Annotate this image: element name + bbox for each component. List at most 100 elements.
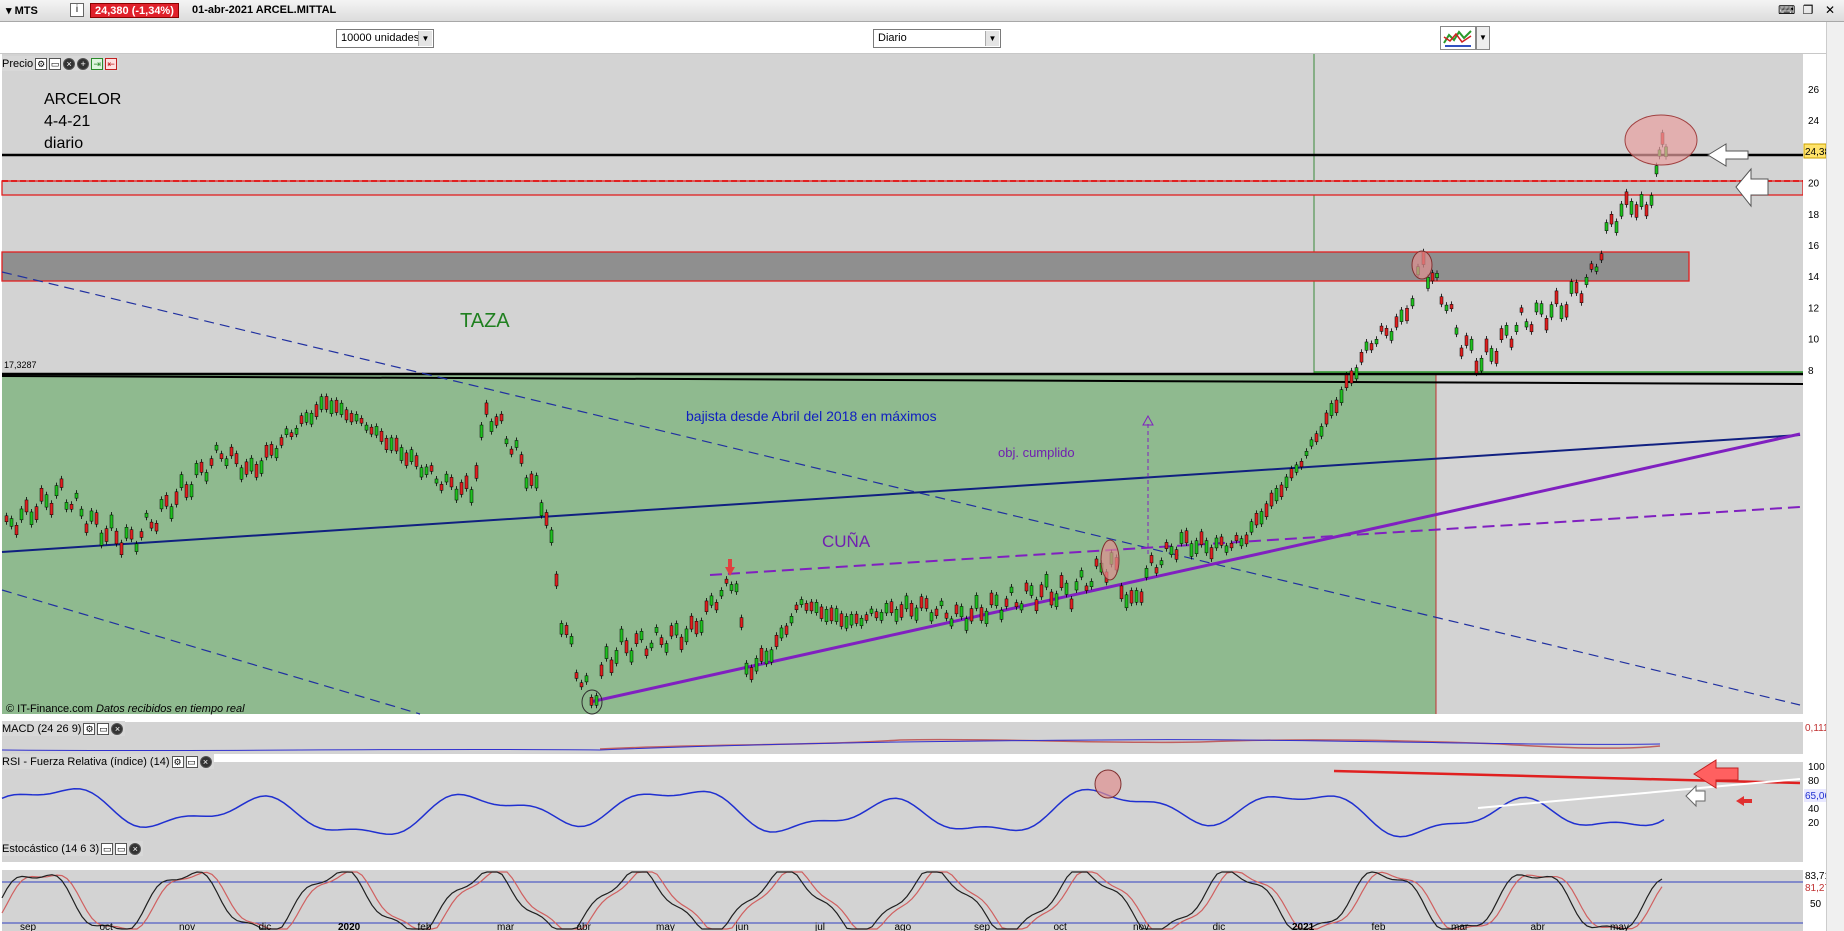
window-icon[interactable]: ▭ bbox=[185, 755, 198, 768]
candle-body bbox=[1294, 464, 1299, 473]
rsi-line bbox=[1, 788, 1665, 838]
add-icon[interactable]: + bbox=[77, 57, 90, 70]
logo-dropdown-button[interactable]: ▼ bbox=[1476, 26, 1490, 50]
candle-body bbox=[1594, 266, 1599, 272]
close-icon[interactable]: × bbox=[111, 722, 124, 735]
period-select[interactable]: Diario ▼ bbox=[873, 29, 1001, 48]
candle-body bbox=[589, 697, 594, 706]
wrench-icon[interactable]: ⚙ bbox=[171, 755, 184, 768]
candle-body bbox=[1249, 521, 1254, 533]
candle-body bbox=[309, 412, 314, 425]
window-icon[interactable]: ▭ bbox=[115, 842, 128, 855]
candle-body bbox=[1364, 341, 1369, 351]
candle-body bbox=[39, 488, 44, 502]
candle-body bbox=[224, 458, 229, 466]
candle-body bbox=[194, 463, 199, 476]
time-tick-label: ago bbox=[895, 922, 912, 931]
left-arrow-icon bbox=[1707, 143, 1749, 167]
small-red-arrow-icon bbox=[1736, 796, 1752, 806]
time-tick-label: oct bbox=[100, 922, 114, 931]
left-arrow-icon bbox=[1685, 784, 1706, 808]
candle-body bbox=[1204, 540, 1209, 554]
right-scrollbar[interactable] bbox=[1826, 22, 1844, 931]
keyboard-icon[interactable]: ⌨ bbox=[1778, 3, 1796, 17]
candle-body bbox=[279, 437, 284, 446]
time-tick-label: jul bbox=[814, 922, 825, 931]
candle-body bbox=[329, 400, 334, 414]
candle-body bbox=[709, 595, 714, 606]
candle-body bbox=[499, 413, 504, 422]
candle-body bbox=[1219, 536, 1224, 546]
symbol-menu[interactable]: ▾ MTS bbox=[6, 5, 38, 17]
candle-body bbox=[749, 667, 754, 680]
candle-body bbox=[1009, 586, 1014, 593]
candle-body bbox=[364, 424, 369, 431]
candle-body bbox=[864, 614, 869, 621]
candle-body bbox=[1549, 304, 1554, 318]
candle-body bbox=[1164, 542, 1169, 549]
candle-body bbox=[689, 615, 694, 630]
candle-body bbox=[1094, 558, 1099, 567]
candle-body bbox=[699, 620, 704, 633]
candle-body bbox=[439, 484, 444, 491]
candle-body bbox=[74, 492, 79, 499]
restore-icon[interactable]: ❐ bbox=[1802, 3, 1814, 17]
macd-panel-title: MACD (24 26 9) bbox=[2, 722, 82, 735]
close-icon[interactable]: × bbox=[63, 57, 76, 70]
close-icon[interactable]: ✕ bbox=[1824, 3, 1836, 17]
time-tick-label: mar bbox=[1451, 922, 1469, 931]
close-icon[interactable]: × bbox=[129, 842, 142, 855]
candle-body bbox=[539, 502, 544, 516]
rsi-panel-header: RSI - Fuerza Relativa (índice) (14) ⚙ ▭ … bbox=[2, 754, 214, 769]
candle-body bbox=[374, 426, 379, 436]
wrench-icon[interactable]: ⚙ bbox=[35, 57, 48, 70]
candle-body bbox=[849, 614, 854, 626]
candle-body bbox=[579, 682, 584, 688]
candle-body bbox=[1284, 476, 1289, 488]
candle-body bbox=[1464, 335, 1469, 346]
candle-body bbox=[934, 608, 939, 616]
units-select[interactable]: 10000 unidades ▼ bbox=[336, 29, 434, 48]
rsi-support-line bbox=[1477, 778, 1801, 809]
indicator-logo-button[interactable] bbox=[1440, 26, 1476, 50]
candle-body bbox=[404, 452, 409, 466]
candle-body bbox=[4, 515, 9, 522]
candle-body bbox=[1244, 534, 1249, 545]
candle-body bbox=[209, 458, 214, 466]
close-icon[interactable]: × bbox=[199, 755, 212, 768]
window-icon[interactable]: ▭ bbox=[97, 722, 110, 735]
chart-area[interactable]: ARCELOR 4-4-21 diario TAZA CUÑA bajista … bbox=[0, 22, 1826, 931]
candle-body bbox=[494, 416, 499, 426]
candle-body bbox=[1334, 399, 1339, 414]
candle-body bbox=[134, 543, 139, 552]
candle-body bbox=[304, 412, 309, 423]
wrench-icon[interactable]: ⚙ bbox=[83, 722, 96, 735]
candle-body bbox=[284, 428, 289, 435]
candle-body bbox=[234, 453, 239, 465]
macd-value: 0,1119 bbox=[1805, 723, 1826, 734]
candle-body bbox=[1584, 276, 1589, 285]
time-tick-label: may bbox=[656, 922, 675, 931]
candle-body bbox=[634, 633, 639, 644]
candle-body bbox=[804, 603, 809, 611]
candle-body bbox=[554, 573, 559, 587]
window-icon[interactable]: ▭ bbox=[101, 842, 114, 855]
time-tick-label: 2020 bbox=[338, 922, 361, 931]
candle-body bbox=[984, 610, 989, 624]
remove-icon[interactable]: ⇤ bbox=[105, 57, 118, 70]
candle-body bbox=[644, 648, 649, 656]
candle-body bbox=[54, 485, 59, 497]
window-icon[interactable]: ▭ bbox=[49, 57, 62, 70]
export-icon[interactable]: ⇥ bbox=[91, 57, 104, 70]
red-left-arrow-icon bbox=[1693, 759, 1739, 789]
candle-body bbox=[734, 583, 739, 593]
candle-body bbox=[1484, 338, 1489, 353]
rsi-value-tag bbox=[1804, 789, 1826, 802]
info-icon[interactable]: i bbox=[70, 3, 84, 17]
candle-body bbox=[1644, 204, 1649, 217]
chart-logo-icon bbox=[1443, 30, 1472, 47]
candle-body bbox=[1229, 542, 1234, 549]
rsi-tick-label: 100 bbox=[1808, 762, 1825, 773]
price-tick-label: 12 bbox=[1808, 303, 1820, 314]
candle-body bbox=[809, 601, 814, 612]
